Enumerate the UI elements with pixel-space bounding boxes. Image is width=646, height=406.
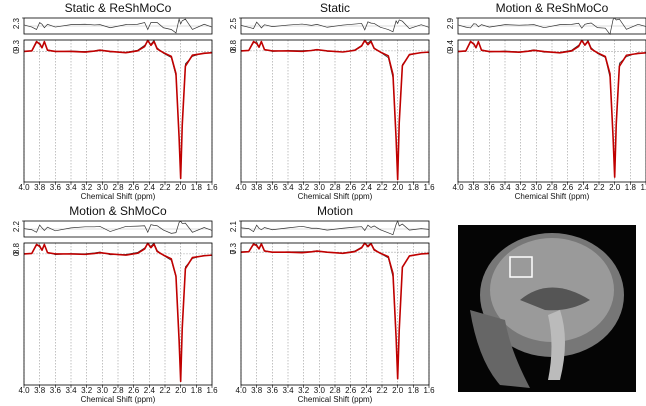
x-tick-label: 3.6 bbox=[267, 386, 279, 395]
y-tick-label: 9.3 bbox=[12, 39, 21, 51]
x-axis-label: Chemical Shift (ppm) bbox=[81, 395, 156, 404]
x-tick-label: 3.4 bbox=[499, 183, 511, 192]
x-tick-label: 4.0 bbox=[235, 386, 247, 395]
x-tick-label: 3.2 bbox=[515, 183, 527, 192]
x-tick-label: 2.4 bbox=[144, 183, 156, 192]
x-tick-label: 1.6 bbox=[423, 386, 435, 395]
residual-tick-label: 2.9 bbox=[446, 17, 455, 29]
x-tick-label: 2.2 bbox=[159, 183, 171, 192]
x-tick-label: 2.0 bbox=[392, 386, 404, 395]
residual-tick-label: 2.3 bbox=[12, 17, 21, 29]
panel-title: Motion & ReShMoCo bbox=[496, 1, 609, 15]
y-tick-label: 9.4 bbox=[446, 39, 455, 51]
x-tick-label: 4.0 bbox=[18, 386, 30, 395]
panel-title: Static & ReShMoCo bbox=[65, 1, 172, 15]
panel-title: Motion bbox=[317, 204, 353, 218]
x-tick-label: 2.6 bbox=[128, 183, 140, 192]
x-tick-label: 2.2 bbox=[376, 386, 388, 395]
x-axis-label: Chemical Shift (ppm) bbox=[298, 192, 373, 201]
x-tick-label: 1.6 bbox=[423, 183, 435, 192]
x-axis-label: Chemical Shift (ppm) bbox=[81, 192, 156, 201]
x-tick-label: 3.4 bbox=[65, 183, 77, 192]
x-tick-label: 3.4 bbox=[282, 183, 294, 192]
x-tick-label: 1.6 bbox=[640, 183, 646, 192]
x-tick-label: 3.2 bbox=[81, 183, 93, 192]
x-tick-label: 3.0 bbox=[97, 183, 109, 192]
x-tick-label: 2.8 bbox=[112, 183, 124, 192]
y-tick-label: 7.3 bbox=[229, 242, 238, 254]
x-tick-label: 1.8 bbox=[625, 183, 637, 192]
x-tick-label: 4.0 bbox=[235, 183, 247, 192]
y-tick-label: 8.8 bbox=[12, 242, 21, 254]
x-tick-label: 4.0 bbox=[18, 183, 30, 192]
x-tick-label: 3.8 bbox=[468, 183, 480, 192]
x-tick-label: 3.6 bbox=[50, 386, 62, 395]
x-tick-label: 2.4 bbox=[578, 183, 590, 192]
residual-tick-label: 2.1 bbox=[229, 220, 238, 232]
x-tick-label: 2.4 bbox=[144, 386, 156, 395]
x-tick-label: 3.8 bbox=[251, 183, 263, 192]
x-tick-label: 4.0 bbox=[452, 183, 464, 192]
x-tick-label: 2.8 bbox=[112, 386, 124, 395]
x-tick-label: 3.6 bbox=[484, 183, 496, 192]
x-tick-label: 2.0 bbox=[175, 386, 187, 395]
x-tick-label: 2.2 bbox=[593, 183, 605, 192]
x-tick-label: 1.8 bbox=[191, 386, 203, 395]
x-tick-label: 3.0 bbox=[314, 386, 326, 395]
residual-line bbox=[24, 221, 212, 233]
x-tick-label: 1.8 bbox=[191, 183, 203, 192]
x-tick-label: 2.6 bbox=[562, 183, 574, 192]
x-axis-label: Chemical Shift (ppm) bbox=[515, 192, 590, 201]
x-tick-label: 2.8 bbox=[329, 386, 341, 395]
x-tick-label: 3.2 bbox=[298, 183, 310, 192]
panel-title: Static bbox=[320, 1, 350, 15]
x-tick-label: 2.4 bbox=[361, 183, 373, 192]
x-tick-label: 3.2 bbox=[298, 386, 310, 395]
page: {"chart_data": [ {"type": "line", "title… bbox=[0, 0, 646, 406]
x-tick-label: 3.8 bbox=[34, 183, 46, 192]
x-tick-label: 2.8 bbox=[329, 183, 341, 192]
x-tick-label: 3.0 bbox=[314, 183, 326, 192]
x-tick-label: 1.8 bbox=[408, 386, 420, 395]
x-tick-label: 3.6 bbox=[50, 183, 62, 192]
x-tick-label: 2.2 bbox=[376, 183, 388, 192]
x-tick-label: 3.6 bbox=[267, 183, 279, 192]
x-tick-label: 3.8 bbox=[34, 386, 46, 395]
x-tick-label: 1.6 bbox=[206, 386, 218, 395]
spectrum-line bbox=[458, 40, 646, 177]
x-tick-label: 3.4 bbox=[65, 386, 77, 395]
figure: Static & ReShMoCo4.03.83.63.43.23.02.82.… bbox=[0, 0, 646, 406]
y-tick-label: 8.8 bbox=[229, 39, 238, 51]
residual-tick-label: 2.5 bbox=[229, 17, 238, 29]
x-tick-label: 3.0 bbox=[531, 183, 543, 192]
x-tick-label: 2.0 bbox=[175, 183, 187, 192]
x-tick-label: 2.0 bbox=[609, 183, 621, 192]
x-tick-label: 2.8 bbox=[546, 183, 558, 192]
x-tick-label: 1.8 bbox=[408, 183, 420, 192]
panel-title: Motion & ShMoCo bbox=[69, 204, 167, 218]
mri-image bbox=[458, 225, 636, 392]
x-tick-label: 3.2 bbox=[81, 386, 93, 395]
x-axis-label: Chemical Shift (ppm) bbox=[298, 395, 373, 404]
x-tick-label: 1.6 bbox=[206, 183, 218, 192]
x-tick-label: 3.4 bbox=[282, 386, 294, 395]
x-tick-label: 2.0 bbox=[392, 183, 404, 192]
x-tick-label: 2.4 bbox=[361, 386, 373, 395]
x-tick-label: 3.0 bbox=[97, 386, 109, 395]
x-tick-label: 2.6 bbox=[345, 183, 357, 192]
x-tick-label: 2.6 bbox=[128, 386, 140, 395]
residual-tick-label: 2.2 bbox=[12, 220, 21, 232]
x-tick-label: 2.6 bbox=[345, 386, 357, 395]
residual-line bbox=[241, 221, 429, 235]
x-tick-label: 3.8 bbox=[251, 386, 263, 395]
x-tick-label: 2.2 bbox=[159, 386, 171, 395]
